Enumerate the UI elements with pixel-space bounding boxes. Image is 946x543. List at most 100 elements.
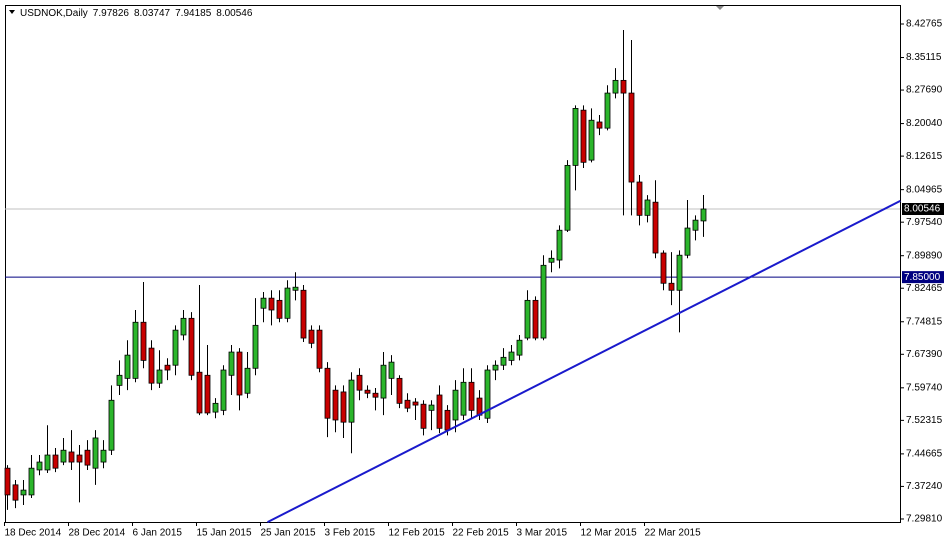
- candle-body: [292, 286, 299, 291]
- y-tick-label: 7.97540: [906, 217, 943, 228]
- candle-body: [612, 79, 619, 94]
- candle-body: [668, 282, 675, 291]
- candle-body: [52, 454, 59, 469]
- candle-body: [404, 399, 411, 409]
- candle-body: [500, 356, 507, 366]
- x-tick-label: 12 Feb 2015: [389, 528, 446, 539]
- candle-body: [428, 404, 435, 411]
- candle-body: [684, 227, 691, 256]
- candle-body: [412, 401, 419, 406]
- level-label-box: [902, 271, 944, 284]
- candle-body: [148, 347, 155, 384]
- y-tick-label: 7.74815: [906, 316, 943, 327]
- candle-body: [108, 399, 115, 451]
- candle-body: [556, 229, 563, 261]
- y-tick-label: 7.89890: [906, 250, 943, 261]
- price-label: 8.00546: [904, 204, 941, 215]
- candle-body: [564, 164, 571, 231]
- candle-body: [660, 252, 667, 284]
- candle-body: [180, 317, 187, 336]
- candle-body: [348, 379, 355, 423]
- x-tick-label: 12 Mar 2015: [581, 528, 638, 539]
- candle-body: [164, 364, 171, 371]
- plot-layer: 8.42765 8.35115 8.27690 8.20040 8.12615 8.049…: [4, 19, 944, 539]
- candle-body: [276, 299, 283, 319]
- y-tick-label: 7.52315: [906, 415, 943, 426]
- x-tick-label: 15 Jan 2015: [197, 528, 252, 539]
- level-label: 7.85000: [904, 272, 941, 283]
- candle-body: [340, 391, 347, 423]
- candle-body: [116, 374, 123, 386]
- candle-body: [68, 451, 75, 463]
- candle-body: [620, 79, 627, 94]
- candle-body: [300, 289, 307, 339]
- x-tick-label: 28 Dec 2014: [69, 528, 126, 539]
- candle-body: [204, 374, 211, 414]
- y-tick-label: 8.20040: [906, 118, 943, 129]
- candle-body: [20, 489, 27, 496]
- candle-body: [372, 392, 379, 398]
- header-low: 7.94185: [175, 8, 212, 19]
- candle-body: [132, 321, 139, 379]
- candle-body: [444, 409, 451, 431]
- candle-body: [244, 367, 251, 394]
- candle-body: [220, 369, 227, 411]
- candle-body: [76, 454, 83, 463]
- candle-body: [188, 317, 195, 376]
- candle-body: [452, 389, 459, 421]
- candle-body: [460, 381, 467, 416]
- y-tick-label: 7.37240: [906, 481, 943, 492]
- candle-body: [308, 329, 315, 344]
- candle-body: [572, 108, 579, 166]
- candle-body: [28, 467, 35, 496]
- candle-body: [596, 121, 603, 129]
- candle-body: [44, 454, 51, 471]
- candle-body: [228, 351, 235, 376]
- candle-body: [252, 324, 259, 369]
- candle-body: [212, 402, 219, 413]
- header-high: 8.03747: [134, 8, 171, 19]
- candle-body: [268, 297, 275, 311]
- candle-body: [4, 467, 11, 496]
- candle-body: [588, 119, 595, 161]
- candle-body: [12, 484, 19, 501]
- candle-body: [364, 389, 371, 394]
- candle-body: [540, 264, 547, 339]
- header-open: 7.97826: [93, 8, 130, 19]
- trend-line: [267, 199, 901, 523]
- candle-body: [172, 329, 179, 366]
- candle-body: [260, 297, 267, 309]
- candle-body: [324, 367, 331, 419]
- y-tick-label: 8.04965: [906, 184, 943, 195]
- y-tick-label: 7.29810: [906, 514, 943, 525]
- candle-body: [516, 339, 523, 356]
- candle-body: [700, 208, 707, 222]
- y-tick-label: 7.67390: [906, 349, 943, 360]
- candle-body: [36, 461, 43, 471]
- chart-header: USDNOK,Daily 7.97826 8.03747 7.94185 8.00546: [20, 8, 253, 19]
- candle-body: [236, 351, 243, 396]
- candle-body: [692, 219, 699, 231]
- candle-body: [60, 449, 67, 463]
- candle-body: [532, 299, 539, 339]
- candle-body: [492, 364, 499, 371]
- candle-body: [140, 321, 147, 361]
- x-tick-label: 22 Mar 2015: [645, 528, 702, 539]
- candle-body: [548, 257, 555, 263]
- candle-body: [284, 287, 291, 319]
- candle-body: [196, 371, 203, 414]
- y-tick-label: 7.82465: [906, 283, 943, 294]
- y-tick-label: 7.44665: [906, 449, 943, 460]
- shift-marker: [716, 6, 724, 10]
- candle-body: [652, 201, 659, 254]
- candle-body: [84, 449, 91, 466]
- candle-body: [484, 369, 491, 419]
- y-tick-label: 8.42765: [906, 19, 943, 30]
- candle-body: [580, 109, 587, 163]
- candle-body: [316, 329, 323, 369]
- x-tick-label: 18 Dec 2014: [5, 528, 62, 539]
- candle-body: [156, 369, 163, 384]
- header-close: 8.00546: [216, 8, 253, 19]
